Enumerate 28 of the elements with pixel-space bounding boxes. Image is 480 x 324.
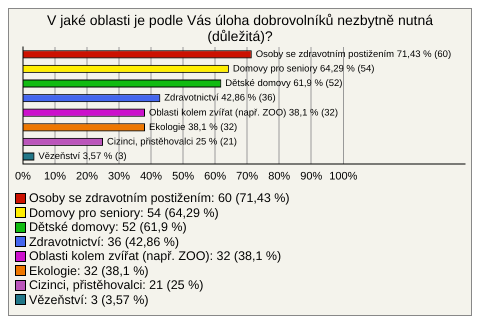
text: Zdravotnictví: 36 (42,86 %) — [29, 234, 180, 249]
category-label: Vězeňství 3,57 % (3) — [38, 151, 127, 162]
x-tick-label: 20% — [76, 170, 98, 182]
category-label: Cizinci, přistěhovalci 25 % (21) — [107, 136, 237, 148]
text: Dětské domovy: 52 (61,9 %) — [29, 220, 187, 234]
category-label: Ekologie 38,1 % (32) — [148, 122, 238, 133]
x-tick-label: 70% — [236, 170, 258, 182]
x-tick-label: 0% — [14, 170, 32, 182]
category-label: Osoby se zdravotním postižením 71,43 % (60) — [256, 48, 452, 60]
chart-title: V jaké oblasti je podle Vás úloha dobrovolníků nezbytně nutná (důležitá)? — [46, 11, 434, 45]
text: Vězeňství: 3 (3,57 %) — [29, 292, 149, 307]
x-tick-label: 60% — [204, 170, 226, 182]
text: Cizinci, přistěhovalci: 21 (25 %) — [29, 278, 204, 292]
category-label: Dětské domovy 61,9 % (52) — [225, 78, 342, 90]
x-tick-label: 50% — [172, 170, 194, 182]
text: Osoby se zdravotním postižením: 60 (71,43 %) — [29, 191, 290, 206]
x-tick-label: 10% — [44, 170, 66, 182]
text: Oblasti kolem zvířat (např. ZOO): 32 (38,1 %) — [29, 249, 282, 264]
x-tick-label: 80% — [268, 170, 290, 182]
category-label: Zdravotnictví 42,86 % (36) — [164, 92, 276, 104]
x-tick-label: 30% — [108, 170, 130, 182]
text: Ekologie: 32 (38,1 %) — [29, 264, 149, 278]
category-label: Oblasti kolem zvířat (např. ZOO) 38,1 % (32) — [148, 107, 338, 118]
category-label: Domovy pro seniory 64,29 % (54) — [232, 64, 374, 75]
x-tick-label: 40% — [140, 170, 162, 182]
x-tick-label: 90% — [300, 170, 322, 182]
text: Domovy pro seniory: 54 (64,29 %) — [29, 206, 219, 220]
x-tick-label: 100% — [329, 170, 358, 182]
